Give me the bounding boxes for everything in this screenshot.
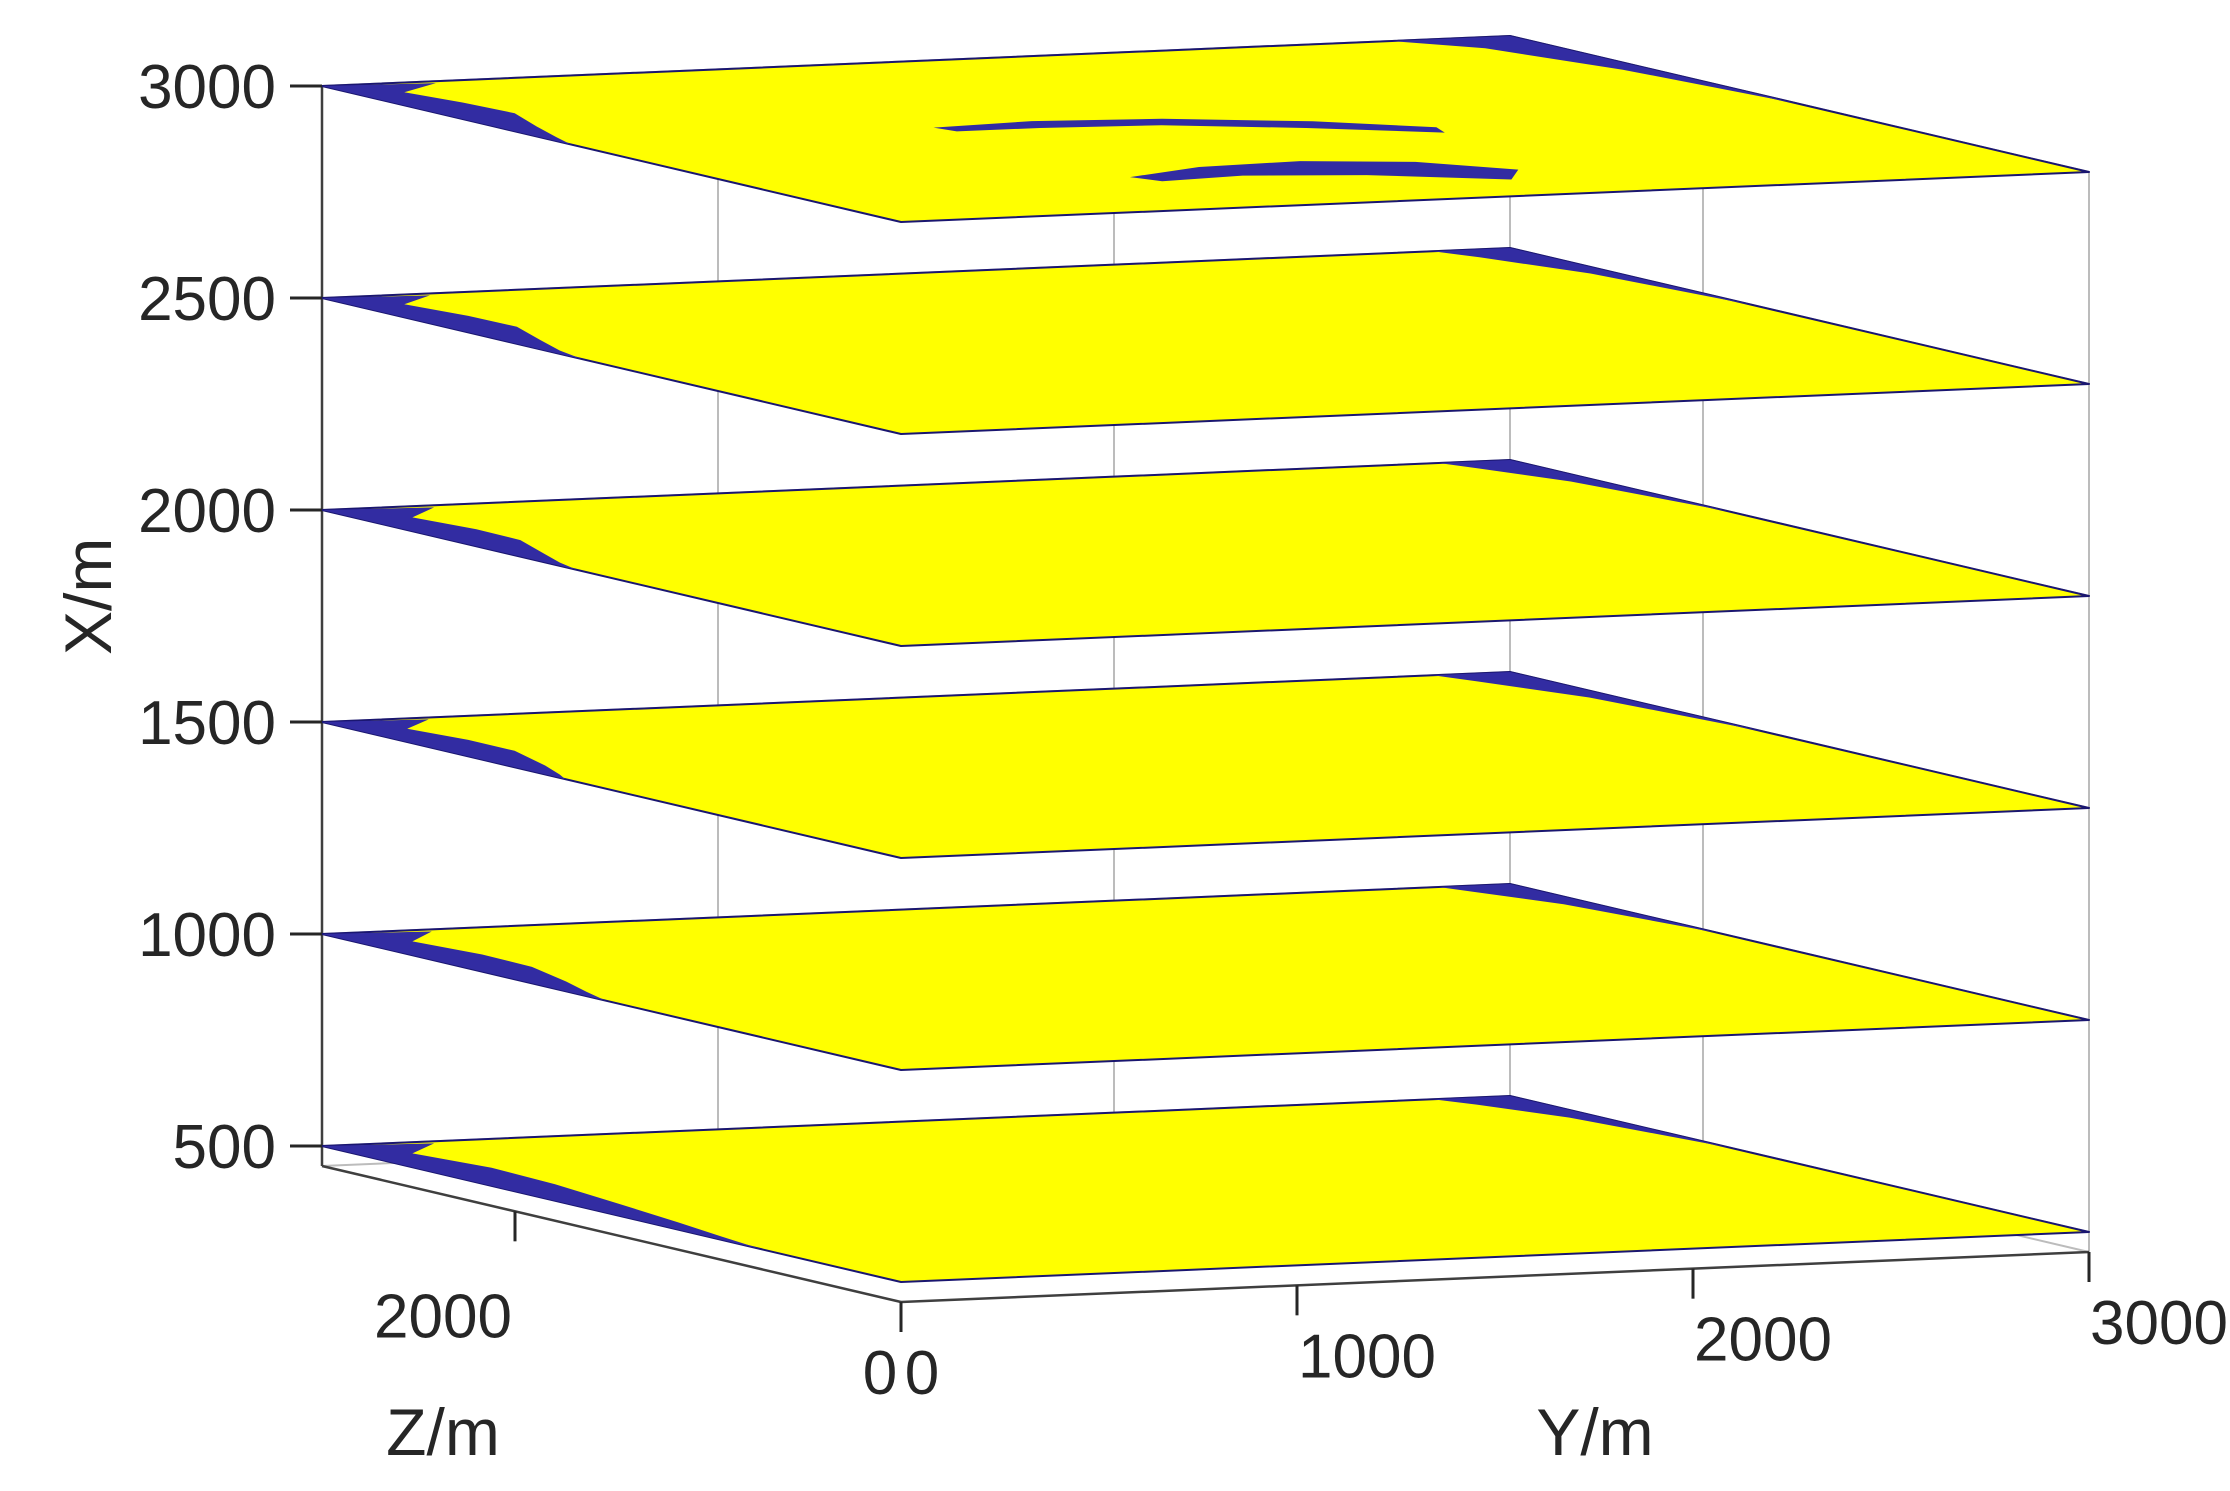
x-tick-label: 1500 — [138, 689, 276, 758]
y-tick-label: 2000 — [1694, 1306, 1832, 1375]
slice-region — [1130, 161, 1519, 182]
slice-region — [1432, 1096, 1730, 1148]
x-tick-label: 500 — [173, 1113, 276, 1182]
y-tick-label: 1000 — [1298, 1322, 1436, 1391]
slice-region — [1438, 460, 1730, 512]
slice-region — [322, 83, 571, 145]
axis-ticks — [290, 84, 2091, 1332]
slice-plane — [321, 883, 2090, 1071]
slice-plane — [321, 35, 2090, 223]
slice-region — [322, 295, 583, 360]
slice-region — [933, 118, 1445, 133]
slices — [321, 35, 2090, 1283]
slice-x-2000 — [321, 459, 2090, 647]
slice-x-1000 — [321, 883, 2090, 1071]
slice-plane — [321, 247, 2090, 435]
slice-plane — [321, 1095, 2090, 1283]
slice-x-1500 — [321, 671, 2090, 859]
slice-x-500 — [321, 1095, 2090, 1283]
slice-region — [322, 931, 606, 1001]
slice-region — [322, 719, 566, 780]
z-tick-label: 2000 — [374, 1282, 512, 1351]
y-axis-line — [900, 1250, 2090, 1304]
slice-region — [1432, 672, 1765, 732]
slice-region — [1432, 248, 1754, 306]
slice-plane — [321, 671, 2090, 859]
slice-region — [1438, 884, 1719, 933]
x-tick-label: 2500 — [138, 265, 276, 334]
slice-plane — [321, 459, 2090, 647]
z-axis-label: Z/m — [386, 1395, 500, 1469]
y-tick-label: 0 — [905, 1339, 939, 1408]
x-axis-label: X/m — [51, 537, 125, 655]
x-tick-label: 3000 — [138, 53, 276, 122]
z-axis-line — [321, 1164, 902, 1304]
slice-x-3000 — [321, 35, 2090, 223]
x-tick-label: 2000 — [138, 477, 276, 546]
y-tick-label: 3000 — [2090, 1289, 2228, 1358]
z-tick-label: 0 — [863, 1339, 897, 1408]
slice-x-2500 — [321, 247, 2090, 435]
slice-region — [322, 507, 577, 570]
x-tick-label: 1000 — [138, 901, 276, 970]
y-axis-label: Y/m — [1536, 1395, 1654, 1469]
slice-region — [1391, 36, 1800, 104]
slice-region — [322, 1143, 762, 1250]
